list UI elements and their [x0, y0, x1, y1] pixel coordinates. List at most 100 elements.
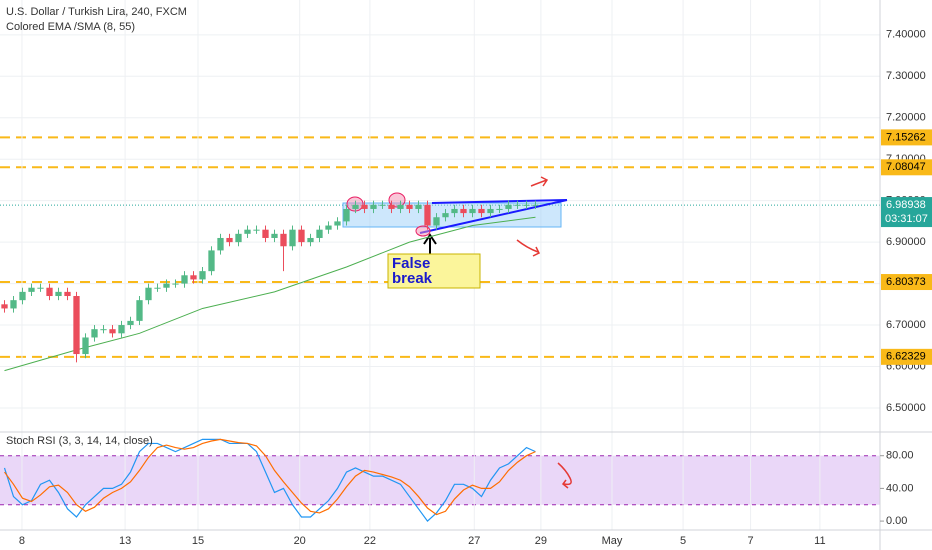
level-label: 7.15262: [886, 131, 926, 143]
candle-body: [469, 208, 476, 214]
chart-title: U.S. Dollar / Turkish Lira, 240, FXCM: [6, 6, 187, 18]
candle-body: [406, 204, 413, 209]
candle-body: [496, 208, 503, 210]
candle-body: [91, 329, 98, 338]
candle-body: [19, 291, 26, 301]
candle-body: [64, 291, 71, 297]
background: [0, 0, 880, 530]
stoch-line: [4, 438, 536, 516]
candle-body: [271, 233, 278, 238]
candle-body: [100, 329, 107, 331]
drawings: [342, 176, 572, 489]
y-tick-label: 7.30000: [886, 70, 926, 82]
candle-body: [145, 287, 152, 301]
candle-body: [127, 320, 134, 326]
candle-body: [478, 208, 485, 214]
stoch-band: [0, 455, 880, 505]
candle-body: [316, 229, 323, 238]
candle-body: [487, 208, 494, 214]
highlight-circle: [415, 225, 431, 237]
candle-body: [73, 296, 80, 355]
candle-body: [388, 204, 395, 209]
level-label: 6.62329: [886, 351, 926, 363]
annotation-box: [387, 253, 481, 289]
candle-body: [424, 204, 431, 226]
y-tick-label: 6.50000: [886, 402, 926, 414]
y-tick-label: 7.20000: [886, 112, 926, 124]
x-tick-label: 11: [814, 535, 825, 547]
x-tick-label: May: [602, 535, 623, 547]
candle-body: [361, 204, 368, 209]
arrow-head: [423, 233, 437, 245]
countdown-label: 03:31:07: [885, 213, 928, 225]
annotation-text: break: [392, 270, 433, 287]
candle-body: [505, 204, 512, 209]
candle-body: [325, 225, 332, 230]
trend-line: [431, 199, 568, 204]
level-label: 6.80373: [886, 276, 926, 288]
x-tick-label: 29: [535, 535, 547, 547]
candle-body: [370, 204, 377, 209]
candle-body: [154, 287, 161, 289]
x-tick-label: 20: [294, 535, 306, 547]
candle-body: [136, 300, 143, 321]
candle-body: [433, 217, 440, 226]
candle-body: [532, 204, 539, 206]
candle-body: [10, 300, 17, 309]
y-tick-label: 80.00: [886, 450, 914, 462]
candle-body: [415, 204, 422, 209]
candle-body: [217, 237, 224, 251]
hand-arrow: [516, 239, 541, 257]
range-box: [342, 202, 562, 228]
candle-body: [55, 291, 62, 297]
y-tick-label: 6.70000: [886, 319, 926, 331]
x-tick-label: 13: [119, 535, 131, 547]
level-label: 7.08047: [886, 161, 926, 173]
x-tick-label: 15: [192, 535, 204, 547]
candle-body: [28, 287, 35, 292]
candle-body: [163, 283, 170, 288]
candle-body: [118, 325, 125, 334]
series: [1, 200, 539, 522]
x-tick-label: 8: [19, 535, 25, 547]
candle-body: [244, 229, 251, 234]
level-label-bg: [881, 274, 932, 291]
level-label-bg: [881, 129, 932, 146]
candle-body: [298, 229, 305, 243]
stoch-line: [3, 438, 536, 522]
candle-body: [523, 204, 530, 206]
candle-body: [109, 329, 116, 334]
candle-body: [451, 208, 458, 214]
trend-line: [419, 199, 568, 234]
candle-body: [334, 221, 341, 226]
x-tick-label: 5: [680, 535, 686, 547]
candle-body: [235, 233, 242, 243]
last-price-bg: [881, 197, 932, 228]
candle-body: [460, 208, 467, 214]
level-label-bg: [881, 159, 932, 176]
x-tick-label: 7: [748, 535, 754, 547]
candle-body: [37, 287, 44, 289]
x-tick-label: 27: [468, 535, 480, 547]
candle-body: [379, 204, 386, 206]
candle-body: [172, 283, 179, 285]
highlight-circle: [388, 192, 406, 208]
candle-body: [190, 275, 197, 280]
y-tick-label: 0.00: [886, 515, 907, 527]
candle-body: [82, 337, 89, 355]
candle-body: [46, 287, 53, 297]
candle-body: [226, 237, 233, 243]
y-tick-label: 7.40000: [886, 29, 926, 41]
candle-body: [208, 250, 215, 272]
candle-body: [280, 233, 287, 247]
level-label-bg: [881, 348, 932, 365]
candle-body: [1, 304, 8, 309]
candle-body: [262, 229, 269, 238]
hand-arrow: [530, 176, 549, 187]
candle-body: [442, 213, 449, 218]
candle-body: [514, 204, 521, 206]
indicator-title: Stoch RSI (3, 3, 14, 14, close): [6, 435, 153, 447]
last-price-label: 6.98938: [886, 199, 926, 211]
candle-body: [181, 275, 188, 284]
